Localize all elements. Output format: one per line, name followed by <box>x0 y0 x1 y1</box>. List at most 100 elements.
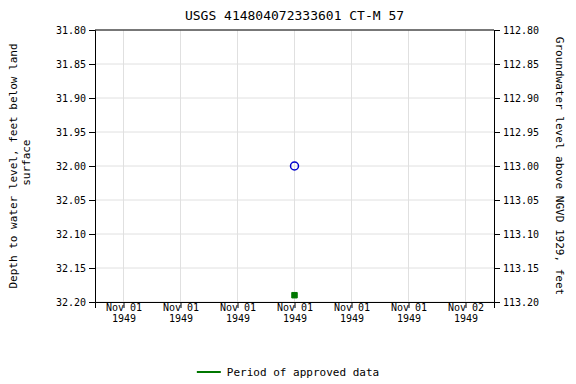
y2-tick: 113.10 <box>494 229 539 240</box>
text-line: Nov 01 <box>163 302 199 313</box>
y2-tick-mark <box>494 234 500 235</box>
x-axis: Nov 011949Nov 011949Nov 011949Nov 011949… <box>96 302 495 324</box>
y2-tick-label: 112.85 <box>503 59 539 70</box>
y-axis: 31.80 31.85 31.90 31.95 32.00 32.05 32.10 32.15… <box>56 25 96 308</box>
x-tick: Nov 011949 <box>277 302 313 324</box>
grid-line <box>408 30 409 302</box>
y-tick: 31.95 <box>56 127 95 138</box>
y-tick: 32.05 <box>56 195 95 206</box>
x-tick: Nov 011949 <box>334 302 370 324</box>
y-tick: 32.20 <box>56 297 95 308</box>
y2-tick-label: 113.20 <box>503 297 539 308</box>
y-tick-label: 32.10 <box>56 229 86 240</box>
grid-line <box>465 30 466 302</box>
y-tick-mark <box>89 200 95 201</box>
y2-tick-label: 112.80 <box>503 25 539 36</box>
y2-tick-mark <box>494 166 500 167</box>
text-line: 1949 <box>283 313 307 324</box>
text-line: Nov 01 <box>277 302 313 313</box>
x-tick: Nov 011949 <box>106 302 142 324</box>
y2-tick-label: 113.15 <box>503 263 539 274</box>
grid <box>95 30 494 302</box>
y-tick: 32.15 <box>56 263 95 274</box>
grid-line <box>294 30 295 302</box>
y-tick-mark <box>89 98 95 99</box>
x-tick: Nov 011949 <box>220 302 256 324</box>
x-tick-label: Nov 011949 <box>106 302 142 324</box>
y2-axis: 112.80 112.85 112.90 112.95 113.00 113.05 113.… <box>494 25 539 308</box>
y2-tick-mark <box>494 302 500 303</box>
y-tick-label: 31.85 <box>56 59 86 70</box>
y2-tick-mark <box>494 200 500 201</box>
text-line: 1949 <box>112 313 136 324</box>
y2-axis-label: Groundwater level above NGVD 1929, feet <box>553 37 566 295</box>
y-tick-mark <box>89 166 95 167</box>
marks <box>291 162 299 298</box>
grid-line <box>237 30 238 302</box>
y2-tick-mark <box>494 64 500 65</box>
y-axis-label: Depth to water level, feet below land su… <box>7 43 33 288</box>
y2-tick: 112.80 <box>494 25 539 36</box>
y-tick-mark <box>89 30 95 31</box>
y-tick: 32.10 <box>56 229 95 240</box>
x-tick: Nov 021949 <box>448 302 484 324</box>
y2-tick-mark <box>494 132 500 133</box>
y-tick-mark <box>89 64 95 65</box>
legend-swatch <box>197 371 221 373</box>
x-tick: Nov 011949 <box>391 302 427 324</box>
y2-tick: 112.85 <box>494 59 539 70</box>
y2-tick: 113.00 <box>494 161 539 172</box>
grid-line <box>180 30 181 302</box>
y-tick-label: 32.05 <box>56 195 86 206</box>
frame-line <box>95 30 494 31</box>
x-tick-label: Nov 011949 <box>220 302 256 324</box>
y2-tick: 113.20 <box>494 297 539 308</box>
y2-tick-label: 113.10 <box>503 229 539 240</box>
y-tick-label: 31.80 <box>56 25 86 36</box>
legend: Period of approved data <box>197 366 379 379</box>
y-tick-mark <box>89 302 95 303</box>
plot: Nov 011949Nov 011949Nov 011949Nov 011949… <box>7 25 566 324</box>
grid-line <box>123 30 124 302</box>
text-line: 1949 <box>397 313 421 324</box>
x-tick-label: Nov 011949 <box>163 302 199 324</box>
y2-tick-label: 112.90 <box>503 93 539 104</box>
text-line: 1949 <box>454 313 478 324</box>
y2-tick-mark <box>494 30 500 31</box>
y-tick-label: 32.20 <box>56 297 86 308</box>
text-line: Nov 01 <box>391 302 427 313</box>
y2-tick-label: 113.00 <box>503 161 539 172</box>
y2-tick: 112.90 <box>494 93 539 104</box>
text-line: Nov 01 <box>220 302 256 313</box>
y-tick-mark <box>89 132 95 133</box>
x-tick-label: Nov 011949 <box>277 302 313 324</box>
legend-label: Period of approved data <box>227 366 379 379</box>
y-tick-label: 32.00 <box>56 161 86 172</box>
text-line: Depth to water level, feet below land <box>7 43 20 288</box>
y-tick: 31.80 <box>56 25 95 36</box>
y2-tick-mark <box>494 268 500 269</box>
y2-tick: 112.95 <box>494 127 539 138</box>
text-line: Nov 02 <box>448 302 484 313</box>
y-tick: 32.00 <box>56 161 95 172</box>
text-line: surface <box>20 140 33 193</box>
y-tick: 31.90 <box>56 93 95 104</box>
x-tick-label: Nov 011949 <box>334 302 370 324</box>
text-line: Nov 01 <box>106 302 142 313</box>
axis-line <box>89 31 96 303</box>
y2-tick: 113.05 <box>494 195 539 206</box>
title: USGS 414804072333601 CT-M 57 <box>185 8 404 23</box>
y2-tick-label: 113.05 <box>503 195 539 206</box>
x-tick-label: Nov 021949 <box>448 302 484 324</box>
circle-marker <box>291 162 299 170</box>
chart: Nov 011949Nov 011949Nov 011949Nov 011949… <box>0 0 576 384</box>
y2-tick: 113.15 <box>494 263 539 274</box>
grid-line <box>351 30 352 302</box>
y-tick-label: 31.95 <box>56 127 86 138</box>
grid-line <box>95 30 494 31</box>
y-tick-mark <box>89 268 95 269</box>
y2-tick-label: 112.95 <box>503 127 539 138</box>
x-tick: Nov 011949 <box>163 302 199 324</box>
text-line: Nov 01 <box>334 302 370 313</box>
y-tick: 31.85 <box>56 59 95 70</box>
